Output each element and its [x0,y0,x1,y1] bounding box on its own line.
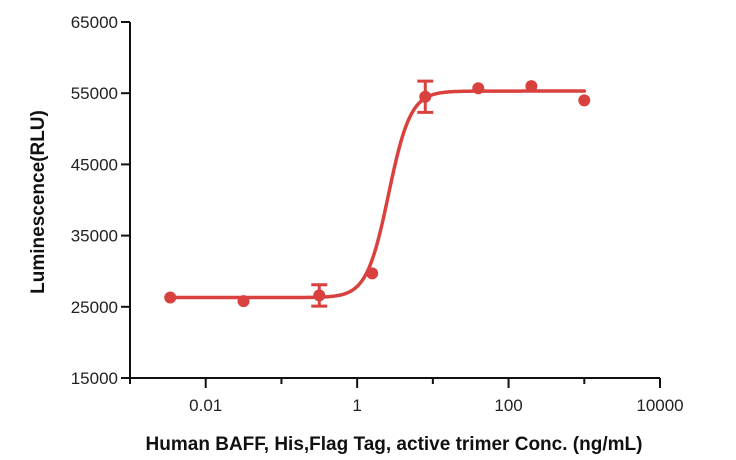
x-tick-label: 100 [494,396,522,415]
axes: 15000 25000 35000 45000 55000 65000 0.01 1 100 10… [71,13,684,415]
x-axis-title: Human BAFF, His,Flag Tag, active trimer … [146,434,643,455]
data-points-layer [164,79,591,308]
data-point [313,289,326,302]
fit-curve-layer [168,89,587,300]
x-tick-label: 0.01 [189,396,222,415]
y-tick-label: 25000 [71,298,118,317]
data-point [419,90,432,103]
y-tick-label: 55000 [71,84,118,103]
y-tick-label: 65000 [71,13,118,32]
data-point [164,291,177,304]
data-point [366,267,379,280]
y-tick-label: 45000 [71,155,118,174]
y-tick-label: 35000 [71,227,118,246]
x-tick-label: 10000 [636,396,683,415]
data-point [237,295,250,308]
fit-curve [168,89,587,300]
y-tick-label: 15000 [71,369,118,388]
data-point [578,94,591,107]
x-tick-label: 1 [352,396,361,415]
data-point [472,82,485,95]
y-axis-title: Luminescence(RLU) [28,110,49,294]
data-point [525,80,538,93]
